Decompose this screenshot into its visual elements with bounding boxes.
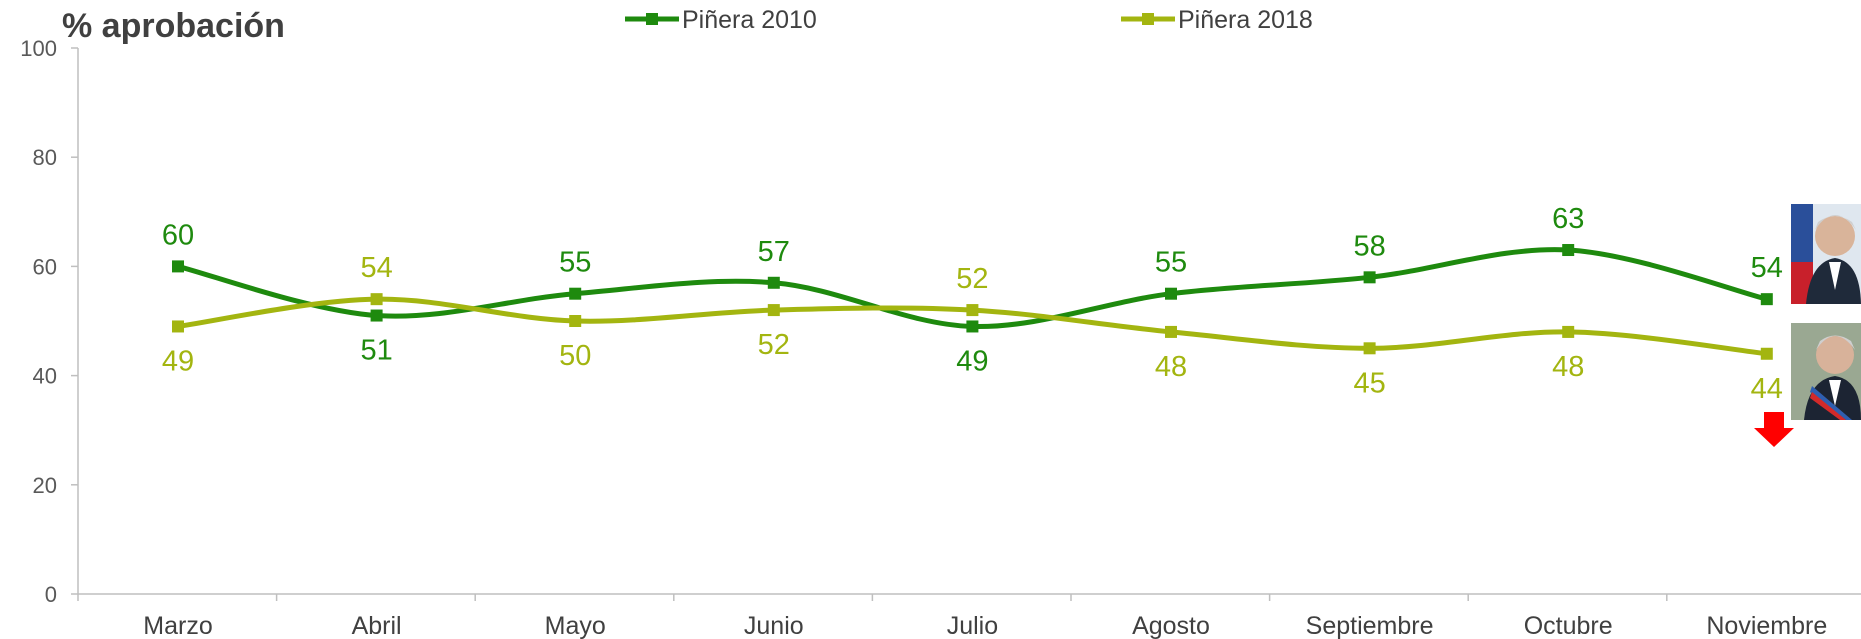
data-labels: 60 51 55 57 49 55 58 63 54 49 54 50 52 52 48 45 48 44 bbox=[162, 203, 1783, 405]
data-label: 60 bbox=[162, 219, 194, 251]
data-label: 51 bbox=[360, 335, 392, 367]
x-tick-label: Septiembre bbox=[1306, 612, 1434, 639]
series-layer bbox=[172, 244, 1773, 360]
data-label: 54 bbox=[1751, 252, 1783, 284]
data-point bbox=[370, 309, 383, 322]
y-tick-label: 0 bbox=[45, 582, 57, 607]
data-label: 55 bbox=[559, 247, 591, 279]
data-label: 50 bbox=[559, 340, 591, 372]
legend-label: Piñera 2018 bbox=[1178, 6, 1313, 34]
data-label: 48 bbox=[1155, 351, 1187, 383]
data-point bbox=[1760, 293, 1773, 306]
legend: Piñera 2010 Piñera 2018 bbox=[625, 6, 1313, 34]
x-tick-label: Noviembre bbox=[1706, 612, 1827, 639]
data-point bbox=[1165, 287, 1177, 300]
data-label: 49 bbox=[162, 345, 194, 377]
data-point bbox=[966, 304, 979, 317]
portrait-2010-icon bbox=[1791, 204, 1861, 304]
legend-marker bbox=[1142, 13, 1154, 25]
data-point bbox=[370, 293, 383, 306]
data-point bbox=[1363, 271, 1376, 284]
data-point bbox=[767, 276, 780, 289]
data-point bbox=[767, 304, 780, 317]
x-tick-label: Octubre bbox=[1524, 612, 1613, 639]
data-label: 45 bbox=[1353, 367, 1385, 399]
x-tick-label: Junio bbox=[744, 612, 804, 639]
x-tick-label: Marzo bbox=[143, 612, 212, 639]
data-label: 55 bbox=[1155, 247, 1187, 279]
y-tick-label: 60 bbox=[33, 254, 57, 279]
data-point bbox=[172, 320, 184, 333]
x-tick-label: Mayo bbox=[545, 612, 606, 639]
data-point bbox=[1760, 347, 1773, 360]
axes: 0 20 40 60 80 100 Marzo Abril Mayo Junio Julio Agos… bbox=[20, 36, 1861, 639]
data-label: 44 bbox=[1751, 373, 1783, 405]
portraits bbox=[1791, 204, 1861, 420]
data-point bbox=[1562, 244, 1575, 257]
data-point bbox=[966, 320, 979, 333]
data-point bbox=[1165, 325, 1177, 338]
x-tick-label: Julio bbox=[947, 612, 998, 639]
y-tick-label: 100 bbox=[20, 36, 57, 61]
legend-label: Piñera 2010 bbox=[682, 6, 817, 34]
data-label: 52 bbox=[758, 329, 790, 361]
data-point bbox=[1562, 325, 1575, 338]
data-label: 54 bbox=[360, 252, 392, 284]
data-label: 57 bbox=[758, 236, 790, 268]
y-tick-label: 20 bbox=[33, 473, 57, 498]
x-tick-label: Abril bbox=[352, 612, 402, 639]
x-tick-label: Agosto bbox=[1132, 612, 1210, 639]
down-arrow-icon bbox=[1754, 412, 1794, 447]
y-tick-label: 80 bbox=[33, 145, 57, 170]
data-point bbox=[172, 260, 184, 273]
data-label: 52 bbox=[956, 263, 988, 295]
data-point bbox=[1363, 342, 1376, 355]
data-label: 58 bbox=[1353, 230, 1385, 262]
data-point bbox=[569, 287, 582, 300]
legend-marker bbox=[646, 13, 658, 25]
y-tick-label: 40 bbox=[33, 364, 57, 389]
data-label: 63 bbox=[1552, 203, 1584, 235]
chart-title: % aprobación bbox=[62, 7, 285, 45]
data-label: 48 bbox=[1552, 351, 1584, 383]
portrait-2018-icon bbox=[1791, 323, 1861, 420]
data-label: 49 bbox=[956, 345, 988, 377]
data-point bbox=[569, 315, 582, 327]
